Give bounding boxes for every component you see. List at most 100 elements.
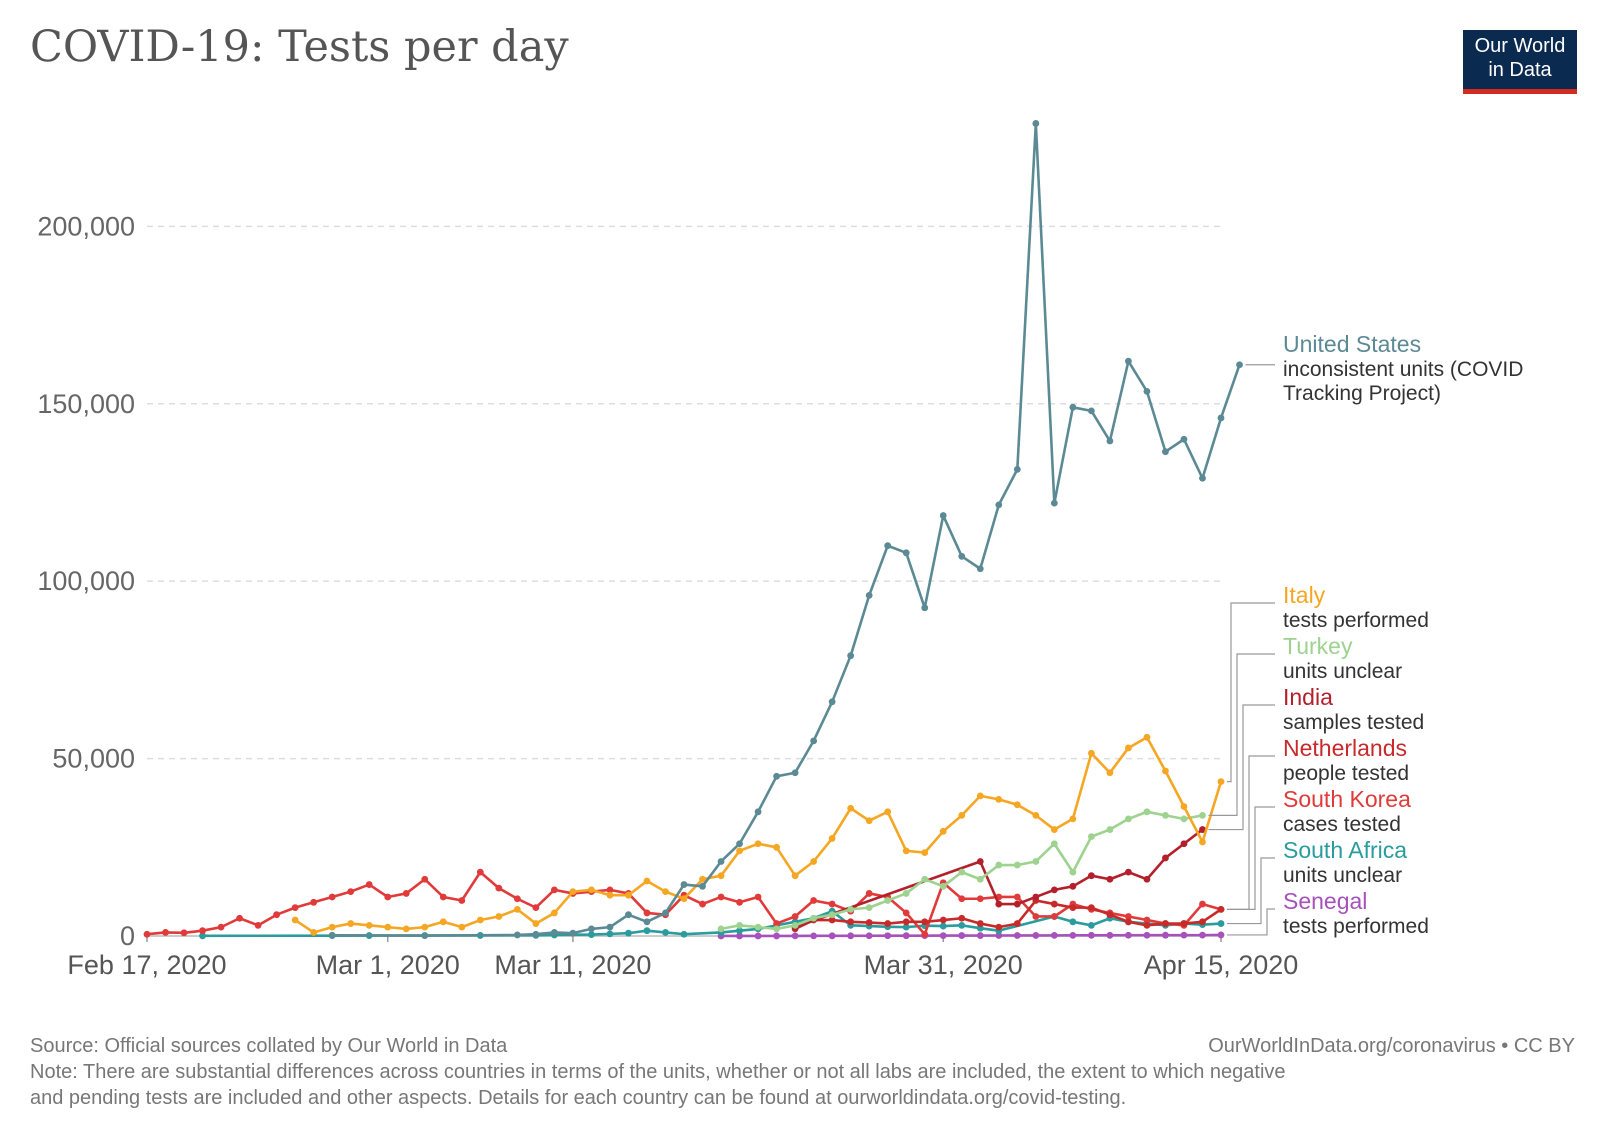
data-point[interactable] [847,905,855,913]
data-point[interactable] [1143,875,1151,883]
data-point[interactable] [532,920,540,927]
data-point[interactable] [1032,811,1040,819]
data-point[interactable] [791,921,799,929]
data-point[interactable] [458,897,466,904]
data-point[interactable] [162,929,169,936]
data-point[interactable] [754,840,762,848]
data-point[interactable] [310,929,318,936]
data-point[interactable] [1087,904,1095,912]
data-point[interactable] [532,904,540,912]
data-point[interactable] [625,891,632,899]
data-point[interactable] [1106,826,1114,833]
data-point[interactable] [921,918,929,926]
data-point[interactable] [1050,886,1058,894]
data-point[interactable] [1106,769,1114,777]
data-point[interactable] [1162,448,1169,456]
data-point[interactable] [1162,920,1169,927]
data-point[interactable] [1180,815,1188,823]
data-point[interactable] [1032,893,1040,901]
data-point[interactable] [476,868,484,876]
data-point[interactable] [958,932,966,939]
data-point[interactable] [328,923,336,931]
data-point[interactable] [291,916,299,924]
data-point[interactable] [865,919,873,926]
data-point[interactable] [699,882,706,890]
data-point[interactable] [588,886,595,894]
data-point[interactable] [588,931,595,938]
data-point[interactable] [1217,778,1225,786]
data-point[interactable] [884,808,892,816]
data-point[interactable] [1013,893,1021,901]
data-point[interactable] [1125,918,1132,926]
data-point[interactable] [1013,466,1021,473]
data-point[interactable] [1199,900,1206,908]
data-point[interactable] [1087,833,1095,841]
data-point[interactable] [921,604,929,612]
data-point[interactable] [717,893,725,901]
data-point[interactable] [773,920,780,927]
data-point[interactable] [791,913,799,920]
data-point[interactable] [828,698,836,706]
data-point[interactable] [939,827,947,835]
data-point[interactable] [754,808,762,816]
data-point[interactable] [1125,913,1132,920]
data-point[interactable] [1087,407,1095,415]
data-point[interactable] [1087,931,1095,939]
data-point[interactable] [958,921,966,929]
data-point[interactable] [1143,387,1151,395]
data-point[interactable] [1180,931,1188,939]
data-point[interactable] [902,923,910,931]
data-point[interactable] [1106,931,1114,939]
data-point[interactable] [699,875,706,883]
data-point[interactable] [273,911,281,919]
data-point[interactable] [939,922,947,930]
data-point[interactable] [643,918,651,926]
data-point[interactable] [347,888,355,896]
data-point[interactable] [810,932,818,940]
data-point[interactable] [921,875,929,883]
data-point[interactable] [717,872,725,880]
data-point[interactable] [513,905,521,913]
data-point[interactable] [1013,932,1021,939]
data-point[interactable] [976,895,984,903]
data-point[interactable] [921,930,929,938]
data-point[interactable] [254,921,262,929]
data-point[interactable] [865,932,873,940]
data-point[interactable] [1050,840,1058,848]
data-point[interactable] [1217,920,1225,927]
data-point[interactable] [754,893,762,901]
data-point[interactable] [1106,437,1114,445]
license-link[interactable]: OurWorldInData.org/coronavirus • CC BY [1208,1035,1575,1057]
data-point[interactable] [1180,840,1188,848]
data-point[interactable] [421,932,429,940]
data-point[interactable] [773,772,780,780]
data-point[interactable] [1069,868,1077,876]
data-point[interactable] [495,913,503,920]
data-point[interactable] [810,858,818,865]
data-point[interactable] [1143,808,1151,816]
data-point[interactable] [995,900,1003,908]
data-point[interactable] [902,890,910,897]
data-point[interactable] [1069,882,1077,890]
data-point[interactable] [773,932,780,940]
data-point[interactable] [791,872,799,880]
data-point[interactable] [754,932,762,940]
owid-logo[interactable]: Our World in Data [1463,30,1577,94]
data-point[interactable] [976,875,984,883]
data-point[interactable] [1032,913,1040,920]
data-point[interactable] [828,916,836,924]
data-point[interactable] [495,884,503,892]
data-point[interactable] [625,929,632,937]
data-point[interactable] [1069,403,1077,411]
data-point[interactable] [439,918,447,926]
data-point[interactable] [662,909,669,917]
data-point[interactable] [1013,900,1021,908]
data-point[interactable] [1217,905,1225,913]
data-point[interactable] [902,909,910,917]
data-point[interactable] [1199,918,1206,926]
data-point[interactable] [550,929,558,936]
data-point[interactable] [736,840,743,848]
data-point[interactable] [736,847,743,855]
data-point[interactable] [606,923,614,931]
data-point[interactable] [1087,749,1095,757]
